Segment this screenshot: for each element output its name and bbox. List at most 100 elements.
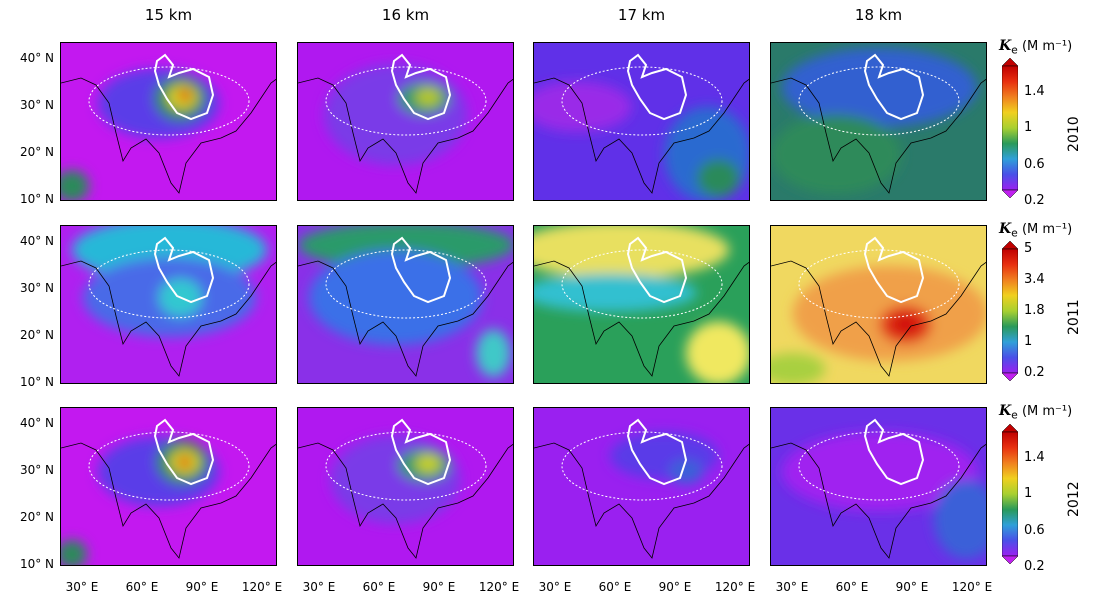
longitude-label: 60° E [835, 580, 869, 594]
coastline [771, 260, 986, 377]
map-panel [60, 42, 277, 201]
colorbar-tick: 1.4 [1024, 450, 1045, 465]
field-blob [475, 329, 511, 378]
dashed-contour [325, 431, 487, 501]
solid-contour [153, 236, 215, 304]
dashed-contour [88, 66, 250, 136]
coastline [298, 260, 513, 377]
colorbar [1001, 240, 1019, 382]
map-panel [533, 42, 750, 201]
colorbar-symbol: K [999, 38, 1012, 54]
solid-contour [153, 53, 215, 121]
field-blob [61, 539, 88, 565]
coastline [61, 442, 276, 559]
year-label: 2011 [1066, 299, 1082, 335]
longitude-label: 30° E [302, 580, 336, 594]
coastline [534, 260, 749, 377]
colorbar-tick: 0.2 [1024, 365, 1045, 380]
colorbar-title: Ke (M m⁻¹) [999, 403, 1072, 422]
colorbar [1001, 57, 1019, 199]
solid-contour [626, 53, 688, 121]
map-panel [770, 225, 987, 384]
colorbar-unit: (M m⁻¹) [1017, 222, 1073, 237]
colorbar-symbol: K [999, 403, 1012, 419]
colorbar-tick: 0.2 [1024, 193, 1045, 209]
map-panel [297, 407, 514, 566]
field-blob [415, 87, 442, 107]
field-blob [415, 454, 442, 474]
year-label: 2012 [1066, 481, 1082, 517]
dashed-contour [88, 431, 250, 501]
coastline [61, 260, 276, 377]
longitude-label: 120° E [478, 580, 520, 594]
colorbar-tick: 0.2 [1024, 559, 1045, 575]
field-blob [781, 47, 978, 128]
longitude-label: 90° E [658, 580, 692, 594]
field-blob [933, 479, 986, 560]
latitude-label: 40° N [19, 416, 54, 430]
longitude-label: 30° E [775, 580, 809, 594]
map-panel [770, 42, 987, 201]
solid-contour [863, 418, 925, 486]
dashed-contour [561, 431, 723, 501]
field-blob [534, 273, 697, 312]
latitude-label: 40° N [19, 234, 54, 248]
coastline [534, 77, 749, 194]
field-blob [178, 455, 192, 469]
dashed-contour [561, 66, 723, 136]
colorbar-tick: 1.8 [1024, 303, 1045, 318]
field-blob [668, 458, 704, 485]
colorbar-title: Ke (M m⁻¹) [999, 221, 1072, 240]
coastline [61, 77, 276, 194]
longitude-label: 90° E [185, 580, 219, 594]
solid-contour [153, 418, 215, 486]
field-blob [534, 226, 730, 279]
latitude-label: 30° N [19, 98, 54, 112]
map-panel [60, 225, 277, 384]
colorbar-unit: (M m⁻¹) [1017, 39, 1073, 54]
dashed-contour [88, 249, 250, 319]
colorbar-tick: 0.6 [1024, 522, 1045, 538]
map-panel [60, 407, 277, 566]
colorbar-subscript: e [1011, 226, 1018, 240]
colorbar-title: Ke (M m⁻¹) [999, 38, 1072, 57]
dashed-contour [798, 66, 960, 136]
colorbar-subscript: e [1011, 43, 1018, 57]
coastline [298, 77, 513, 194]
latitude-label: 10° N [19, 375, 54, 389]
latitude-label: 30° N [19, 281, 54, 295]
dashed-contour [561, 249, 723, 319]
column-title: 15 km [144, 6, 193, 24]
longitude-label: 60° E [598, 580, 632, 594]
longitude-label: 90° E [895, 580, 929, 594]
dashed-contour [325, 249, 487, 319]
colorbar-tick: 1.4 [1024, 84, 1045, 99]
map-panel [770, 407, 987, 566]
solid-contour [626, 236, 688, 304]
colorbar-tick: 3.4 [1024, 272, 1045, 287]
coastline [771, 77, 986, 194]
longitude-label: 60° E [362, 580, 396, 594]
column-title: 16 km [381, 6, 430, 24]
latitude-label: 20° N [19, 328, 54, 342]
coastline [771, 442, 986, 559]
latitude-label: 30° N [19, 463, 54, 477]
solid-contour [390, 418, 452, 486]
map-panel [297, 225, 514, 384]
field-blob [685, 321, 749, 383]
latitude-label: 10° N [19, 192, 54, 206]
solid-contour [390, 236, 452, 304]
coastline [534, 442, 749, 559]
colorbar [1001, 423, 1019, 565]
colorbar-tick: 1 [1024, 486, 1033, 502]
longitude-label: 30° E [538, 580, 572, 594]
longitude-label: 120° E [951, 580, 993, 594]
solid-contour [390, 53, 452, 121]
map-panel [533, 407, 750, 566]
field-blob [308, 249, 483, 346]
dashed-contour [325, 66, 487, 136]
map-panel [533, 225, 750, 384]
colorbar-tick: 5 [1024, 241, 1033, 256]
field-blob [696, 159, 741, 198]
colorbar-tick: 1 [1024, 120, 1033, 136]
